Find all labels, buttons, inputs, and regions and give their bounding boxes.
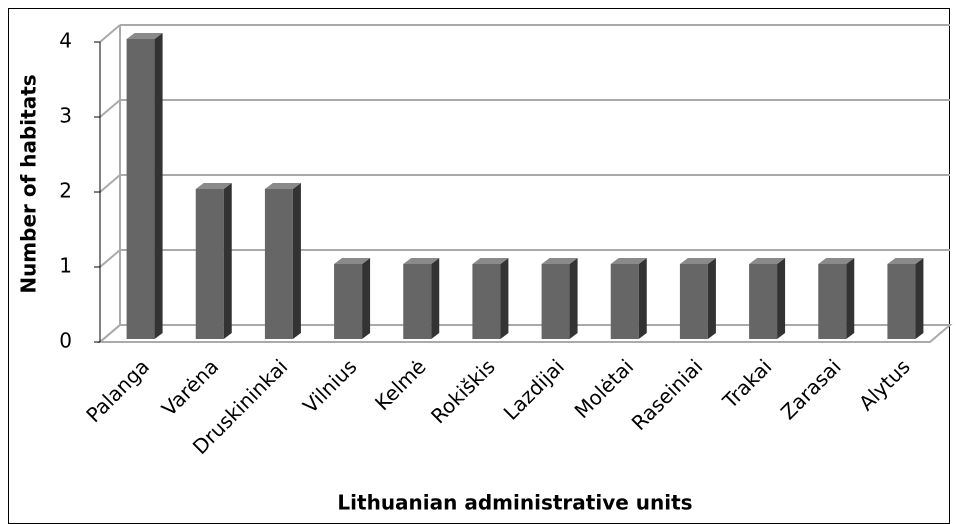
bar-side [362,258,371,339]
bar-top [264,183,301,189]
bar-front [679,264,708,339]
bar [679,258,716,339]
bar-side [777,258,786,339]
bar-front [887,264,916,339]
bar-top [610,258,647,264]
bar-top [679,258,716,264]
bar-front [818,264,847,339]
bar [749,258,786,339]
bar-front [610,264,639,339]
bar-side [223,183,232,339]
bar-side [638,258,647,339]
bar [472,258,509,339]
grid-line-depth [99,174,121,193]
bar-side [500,258,509,339]
bar [126,33,163,339]
bar-side [707,258,716,339]
grid-line-depth [99,99,121,118]
bar-side [292,183,301,339]
bar-front [195,189,224,339]
bar [610,258,647,339]
bar-top [887,258,924,264]
bar-front [334,264,363,339]
bar [541,258,578,339]
bar-front [126,39,155,339]
bar-side [154,33,163,339]
x-axis-title: Lithuanian administrative units [337,491,692,515]
bar-front [541,264,570,339]
bar [887,258,924,339]
y-tick-label: 2 [59,179,72,203]
bar [334,258,371,339]
bar [195,183,232,339]
bar-top [541,258,578,264]
grid-line-depth [99,324,121,343]
bar-top [749,258,786,264]
y-axis-title: Number of habitats [17,74,41,293]
bar-top [472,258,509,264]
y-tick-label: 1 [59,254,72,278]
grid-line-depth [99,249,121,268]
bar-top [818,258,855,264]
y-tick-label: 0 [59,329,72,353]
bar-front [403,264,432,339]
bar-top [126,33,163,39]
grid-line-depth [99,24,121,43]
bar-top [403,258,440,264]
bar-front [472,264,501,339]
y-tick-label: 3 [59,104,72,128]
bar-side [846,258,855,339]
bar [264,183,301,339]
y-tick-label: 4 [59,29,72,53]
bar-front [264,189,293,339]
bar [818,258,855,339]
bar-side [569,258,578,339]
bar-top [195,183,232,189]
bar-side [915,258,924,339]
bar-front [749,264,778,339]
bar-side [431,258,440,339]
bar [403,258,440,339]
bar-top [334,258,371,264]
